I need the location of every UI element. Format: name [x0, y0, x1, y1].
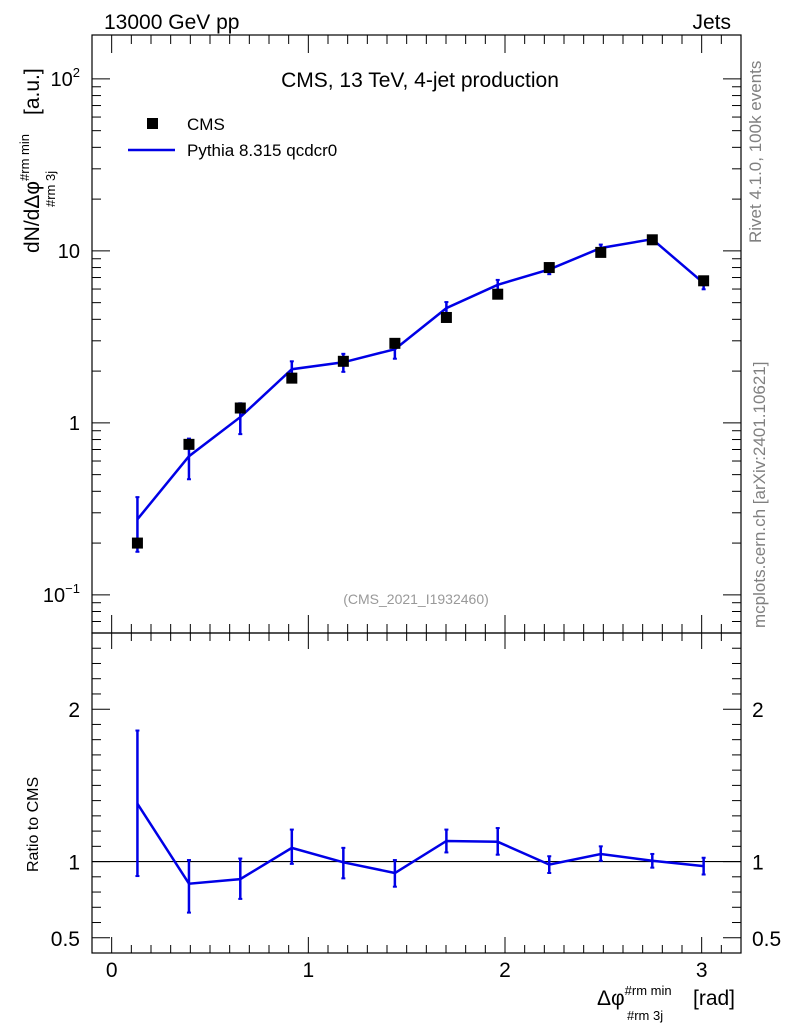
x-axis-title: Δφ#rm min #rm 3j [rad] — [597, 983, 735, 1023]
main-y-axis-title: dN/dΔφ#rm min #rm 3j [a.u.] — [17, 68, 58, 253]
main-y-tick-base: 1 — [69, 413, 80, 435]
main-y-tick-base: 10 — [43, 585, 65, 607]
ratio-y-tick-label-left: 1 — [68, 852, 80, 875]
ylabel-unit: [a.u.] — [21, 68, 44, 115]
cms-data-point — [698, 275, 710, 287]
cms-data-point — [543, 262, 555, 274]
xlabel-sup: #rm min — [625, 983, 672, 998]
cms-data-point — [595, 246, 607, 258]
cms-data-point — [131, 537, 143, 549]
x-tick-labels: 0 1 2 3 — [106, 959, 708, 982]
ratio-y-tick-label-right: 1 — [752, 852, 764, 875]
analysis-label: (CMS_2021_I1932460) — [343, 591, 489, 607]
category-label: Jets — [692, 11, 731, 34]
svg-text:Δφ#rm min: Δφ#rm min — [597, 983, 672, 1010]
svg-text:dN/dΔφ#rm min: dN/dΔφ#rm min — [17, 134, 44, 253]
beam-label: 13000 GeV pp — [104, 11, 239, 34]
pythia-error-bars — [135, 235, 706, 553]
x-tick-label: 3 — [696, 959, 708, 982]
ratio-error-bars — [135, 729, 706, 914]
cms-data-point — [389, 337, 401, 349]
ratio-y-axis-title: Ratio to CMS — [25, 777, 42, 872]
legend: CMS Pythia 8.315 qcdcr0 — [128, 115, 337, 160]
xlabel-main: Δφ — [597, 987, 625, 1010]
x-tick-label: 0 — [106, 959, 118, 982]
x-tick-label: 1 — [302, 959, 314, 982]
main-y-tick-exponent: −1 — [65, 581, 80, 596]
ratio-y-tick-labels: 0.5 0.5 1 1 2 2 — [51, 699, 781, 951]
ratio-plot-frame — [91, 632, 742, 954]
ratio-y-tick-label-left: 0.5 — [51, 928, 80, 951]
xlabel-sub: #rm 3j — [627, 1008, 663, 1023]
xlabel-unit: [rad] — [693, 987, 735, 1010]
main-axis-ticks — [91, 35, 742, 634]
cms-data-markers — [131, 234, 710, 549]
rivet-label: Rivet 4.1.0, 100k events — [746, 61, 765, 243]
cms-data-point — [286, 372, 298, 384]
ratio-y-tick-label-right: 0.5 — [752, 928, 781, 951]
legend-cms-marker — [147, 118, 158, 129]
plot-title: CMS, 13 TeV, 4-jet production — [281, 69, 559, 92]
cms-data-point — [234, 402, 246, 414]
cms-data-point — [440, 311, 452, 323]
ratio-y-tick-label-left: 2 — [68, 699, 80, 722]
main-y-tick-label: 10−1 — [43, 581, 80, 607]
cms-data-point — [183, 438, 195, 450]
main-y-tick-label: 10 — [58, 241, 80, 263]
main-y-tick-label: 102 — [51, 65, 80, 91]
main-y-tick-label: 1 — [69, 413, 80, 435]
ylabel-main: dN/dΔφ — [21, 181, 44, 253]
legend-pythia-label: Pythia 8.315 qcdcr0 — [187, 141, 337, 160]
ratio-y-tick-label-right: 2 — [752, 699, 764, 722]
mcplots-label: mcplots.cern.ch [arXiv:2401.10621] — [750, 362, 769, 628]
main-y-tick-exponent: 2 — [73, 65, 80, 80]
main-y-tick-base: 10 — [51, 69, 73, 91]
cms-data-point — [646, 234, 658, 246]
ylabel-sub: #rm 3j — [43, 171, 58, 207]
cms-data-point — [492, 288, 504, 300]
cms-data-point — [337, 355, 349, 367]
ratio-line — [136, 803, 704, 886]
pythia-line — [136, 237, 705, 521]
legend-cms-label: CMS — [187, 115, 225, 134]
x-tick-label: 2 — [499, 959, 511, 982]
ylabel-sup: #rm min — [17, 134, 32, 181]
main-y-tick-base: 10 — [58, 241, 80, 263]
